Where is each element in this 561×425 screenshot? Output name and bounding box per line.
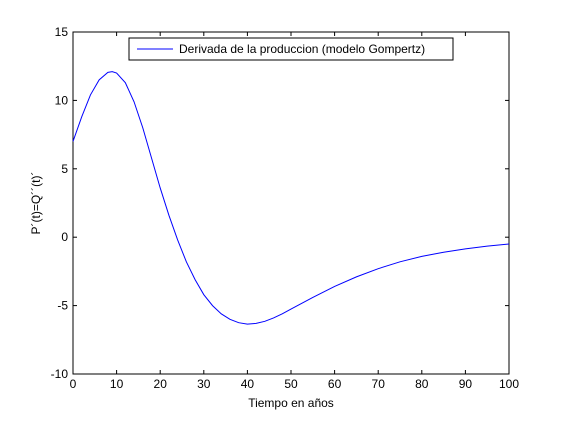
x-tick-label: 60 bbox=[328, 377, 342, 391]
x-tick-label: 40 bbox=[241, 377, 255, 391]
legend-label: Derivada de la produccion (modelo Gomper… bbox=[179, 42, 425, 56]
line bbox=[72, 71, 510, 325]
y-tick-label: 15 bbox=[55, 25, 69, 39]
x-tick-label: 80 bbox=[415, 377, 429, 391]
y-tick-label: 10 bbox=[55, 93, 69, 107]
x-tick-label: 50 bbox=[284, 377, 298, 391]
y-tick-label: -5 bbox=[57, 299, 68, 313]
x-tick-label: 30 bbox=[197, 377, 211, 391]
x-tick-label: 20 bbox=[154, 377, 168, 391]
x-tick-label: 90 bbox=[459, 377, 473, 391]
legend-box bbox=[128, 37, 454, 61]
x-tick-label: 70 bbox=[372, 377, 386, 391]
plot-area bbox=[72, 31, 510, 375]
x-tick-label: 10 bbox=[110, 377, 124, 391]
y-tick-label: 0 bbox=[61, 230, 68, 244]
y-tick-label: 5 bbox=[61, 162, 68, 176]
y-axis-label: P´(t)=Q´´(t)´ bbox=[29, 172, 43, 235]
x-tick-label: 0 bbox=[70, 377, 77, 391]
y-tick-label: -10 bbox=[51, 367, 69, 381]
x-axis-label: Tiempo en años bbox=[248, 396, 334, 410]
x-tick-label: 100 bbox=[499, 377, 519, 391]
